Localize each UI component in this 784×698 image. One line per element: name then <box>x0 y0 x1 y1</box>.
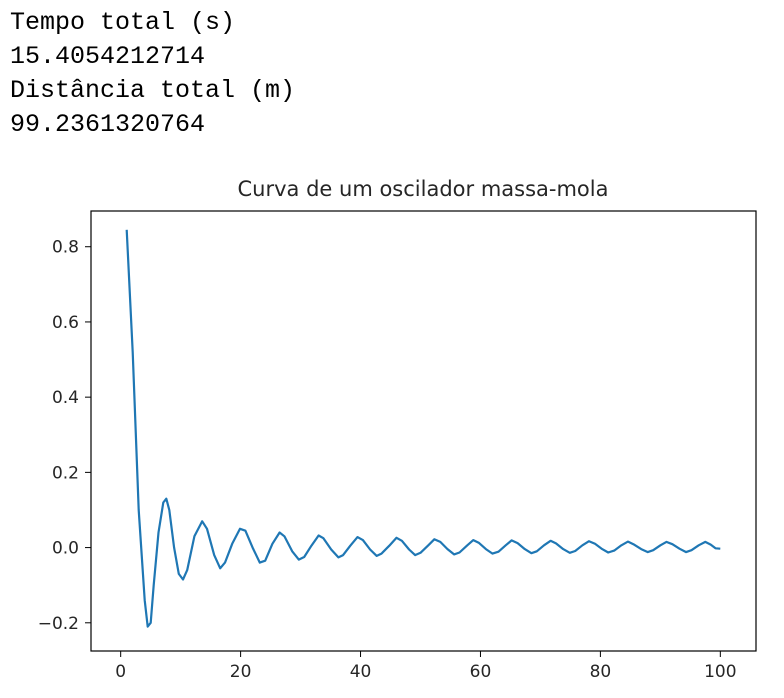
y-tick-label: 0.4 <box>52 388 79 408</box>
console-output: Tempo total (s) 15.4054212714 Distância … <box>10 6 295 142</box>
total-distance-label: Distância total (m) <box>10 76 296 105</box>
y-tick-label: 0.8 <box>52 238 79 258</box>
total-distance-value: 99.2361320764 <box>10 110 206 139</box>
plot-frame <box>90 210 757 652</box>
y-tick-label: 0.0 <box>52 539 79 559</box>
x-tick-label: 0 <box>115 662 126 682</box>
x-tick-label: 100 <box>704 662 736 682</box>
y-tick-label: 0.2 <box>52 463 79 483</box>
x-tick-label: 40 <box>350 662 372 682</box>
total-time-label: Tempo total (s) <box>10 8 236 37</box>
y-tick-label: 0.6 <box>52 313 79 333</box>
x-tick-label: 80 <box>590 662 612 682</box>
total-time-value: 15.4054212714 <box>10 42 206 71</box>
x-tick-label: 20 <box>230 662 252 682</box>
chart-title: Curva de um oscilador massa-mola <box>238 177 609 201</box>
series-line-0 <box>125 229 721 628</box>
y-tick-label: −0.2 <box>38 614 79 634</box>
x-tick-label: 60 <box>470 662 492 682</box>
